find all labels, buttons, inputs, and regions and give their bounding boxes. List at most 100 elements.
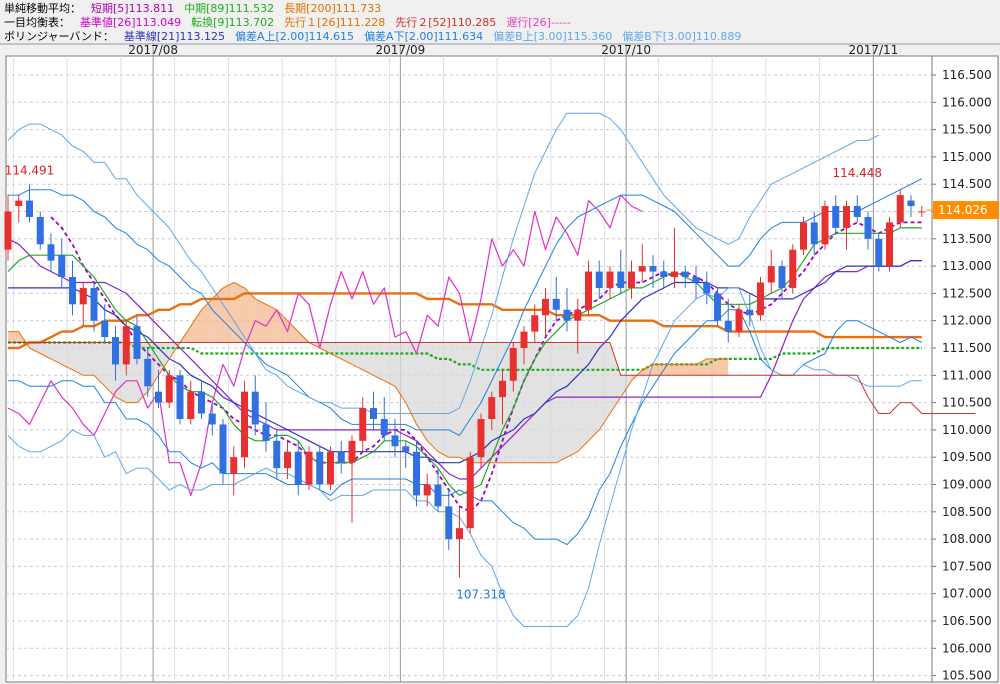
kumo-cloud-segment bbox=[255, 298, 266, 343]
kumo-cloud-segment bbox=[8, 331, 19, 343]
candle bbox=[499, 369, 506, 425]
candle-body bbox=[36, 216, 44, 245]
candle-body bbox=[69, 277, 76, 305]
candle-body bbox=[133, 326, 141, 359]
candle-body bbox=[821, 206, 829, 245]
candle-body bbox=[595, 271, 603, 288]
candle bbox=[133, 315, 141, 365]
y-tick-label: 116.500 bbox=[942, 68, 992, 82]
legend-chikou: 遅行[26]----- bbox=[506, 16, 571, 29]
y-tick-label: 113.000 bbox=[942, 259, 992, 273]
candle-body bbox=[499, 380, 506, 398]
candle-body bbox=[832, 206, 840, 228]
kumo-cloud-segment bbox=[448, 342, 460, 458]
legend-sma-short: 短期[5]113.811 bbox=[91, 2, 175, 15]
kumo-cloud-segment bbox=[395, 342, 406, 403]
candle bbox=[370, 391, 377, 430]
candle bbox=[230, 446, 238, 496]
y-tick-label: 111.500 bbox=[942, 341, 992, 355]
series-line-sma200 bbox=[8, 292, 922, 350]
candle bbox=[26, 184, 33, 223]
candle-body bbox=[907, 200, 915, 207]
legend-label-sma: 単純移動平均： bbox=[4, 2, 81, 15]
candle-body bbox=[413, 451, 420, 496]
candle-body bbox=[671, 271, 678, 278]
candle bbox=[617, 249, 625, 294]
candle bbox=[198, 380, 205, 419]
legend-row-ichimoku: 一目均衡表： 基準値[26]113.049 転換[9]113.702 先行１[26]1… bbox=[4, 16, 581, 30]
candle bbox=[660, 260, 668, 288]
candle-body bbox=[122, 326, 130, 365]
candle bbox=[262, 402, 270, 452]
kumo-cloud-segment bbox=[362, 342, 374, 376]
kumo-cloud-segment bbox=[352, 342, 363, 370]
candle bbox=[563, 287, 571, 332]
candle bbox=[144, 348, 152, 398]
candle bbox=[69, 260, 76, 316]
candle bbox=[875, 233, 883, 272]
y-tick-label: 113.500 bbox=[942, 232, 992, 246]
price-axis-panel bbox=[931, 55, 999, 683]
candle-body bbox=[337, 451, 345, 463]
candle bbox=[853, 195, 861, 223]
kumo-cloud-segment bbox=[717, 358, 729, 376]
candle bbox=[4, 195, 12, 261]
candle bbox=[155, 369, 162, 409]
legend-sma-long: 長期[200]111.733 bbox=[284, 2, 382, 15]
kumo-cloud-segment bbox=[620, 375, 632, 398]
candle bbox=[112, 326, 119, 381]
candle bbox=[843, 200, 850, 250]
kumo-cloud-segment bbox=[534, 342, 546, 463]
candle-body bbox=[843, 206, 850, 228]
candle bbox=[671, 227, 678, 288]
candle-body bbox=[176, 375, 184, 419]
series-line-bb_up3 bbox=[7, 112, 880, 414]
candle bbox=[907, 195, 915, 217]
candle-body bbox=[714, 293, 721, 321]
candle bbox=[800, 216, 807, 256]
current-price-marker bbox=[933, 201, 999, 220]
kumo-cloud-segment bbox=[459, 342, 471, 463]
candle-body bbox=[230, 457, 238, 474]
candle bbox=[542, 287, 549, 338]
x-tick-label: 2017/11 bbox=[848, 43, 898, 57]
kumo-cloud-segment bbox=[40, 342, 51, 359]
legend-sma-mid: 中期[89]111.532 bbox=[184, 2, 275, 15]
candle-body bbox=[724, 320, 732, 332]
y-tick-label: 111.000 bbox=[942, 368, 992, 382]
candle bbox=[284, 440, 291, 480]
candle-body bbox=[864, 216, 872, 239]
candle-body bbox=[316, 451, 324, 485]
legend-senkou1: 先行１[26]111.228 bbox=[284, 16, 386, 29]
legend-bb-a-down: 偏差A下[2.00]111.634 bbox=[364, 30, 484, 43]
kumo-cloud-segment bbox=[83, 342, 94, 376]
candle-body bbox=[617, 271, 625, 288]
candle-body bbox=[456, 528, 463, 540]
series-line-bb_dn2 bbox=[8, 309, 923, 546]
kumo-cloud-segment bbox=[319, 342, 331, 354]
candle bbox=[832, 195, 840, 234]
y-tick-label: 108.000 bbox=[942, 532, 992, 546]
candle bbox=[778, 260, 786, 299]
candle bbox=[585, 260, 592, 316]
candle-body bbox=[101, 320, 109, 338]
candle-body bbox=[241, 391, 248, 458]
candle bbox=[47, 233, 55, 272]
legend-senkou2: 先行２[52]110.285 bbox=[395, 16, 497, 29]
kumo-cloud-segment bbox=[663, 364, 675, 376]
candle-body bbox=[219, 424, 227, 474]
kumo-cloud-segment bbox=[685, 364, 696, 376]
candle-body bbox=[370, 408, 377, 419]
candle-body bbox=[208, 413, 216, 425]
candle-body bbox=[810, 222, 818, 245]
candle-body bbox=[4, 211, 12, 250]
series-line-senkou2 bbox=[8, 342, 976, 414]
y-tick-label: 109.500 bbox=[942, 450, 992, 464]
price-annotation: 107.318 bbox=[456, 587, 506, 601]
current-price-label: 114.026 bbox=[938, 203, 988, 217]
kumo-cloud-segment bbox=[72, 342, 84, 376]
candle-body bbox=[628, 271, 635, 288]
legend-label-bollinger: ボリンジャーバンド： bbox=[4, 30, 114, 43]
candle-body bbox=[488, 397, 496, 419]
